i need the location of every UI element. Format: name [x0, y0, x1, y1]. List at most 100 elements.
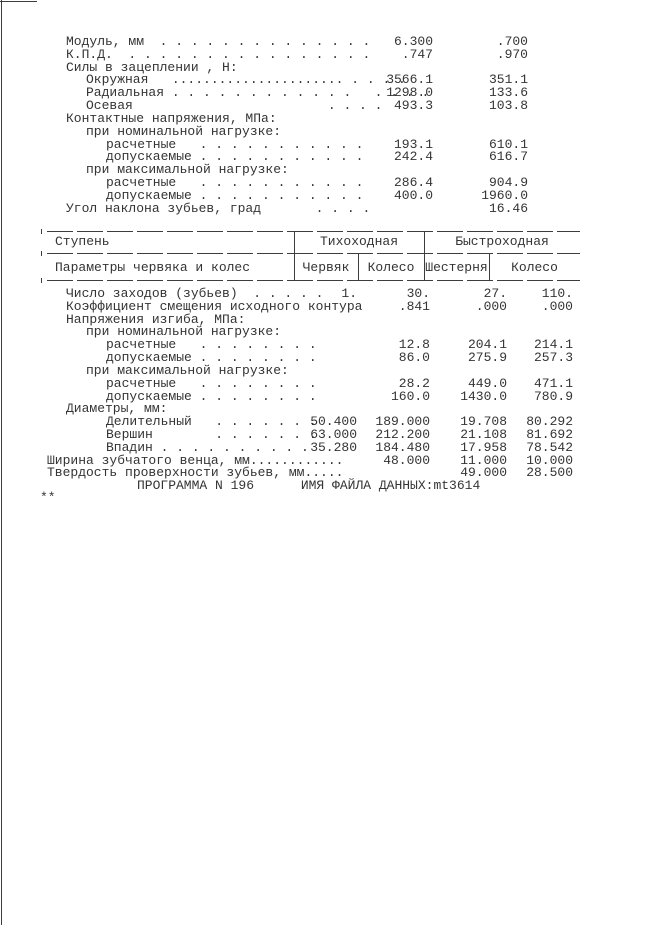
value-cell: 449.0 — [467, 375, 507, 391]
value-cell: 80.292 — [526, 414, 573, 430]
value-cell: 214.1 — [533, 337, 573, 353]
value-cell: 28.500 — [526, 465, 573, 481]
value-cell: 27. — [483, 286, 507, 301]
value-cell: 275.9 — [467, 350, 507, 366]
table-header: Ступень Тихоходная Быстроходная Параметр… — [0, 229, 654, 290]
report-line: Коэффициент смещения исходного контура .8… — [0, 298, 654, 314]
header-group-fast-speed: Быстроходная — [455, 234, 549, 249]
row-label: К.П.Д. . . . . . . . . . . . . . . . . — [66, 46, 371, 62]
value-cell: .000 — [541, 298, 573, 314]
row-label: при номинальной нагрузке: — [86, 324, 282, 340]
row-label: Угол наклона зубьев, град . . . . — [66, 200, 371, 216]
value-cell: 35.280 — [310, 439, 357, 455]
value-cell: 610.1 — [488, 136, 528, 152]
row-label: допускаемые . . . . . . . . . . . — [106, 149, 364, 165]
row-label: расчетные . . . . . . . . — [106, 375, 317, 391]
rule-left-tick — [41, 251, 42, 256]
report-line: Осевая . . . . 493.3 103.8 — [0, 98, 654, 114]
value-cell: 81.692 — [526, 426, 573, 442]
value-cell: 471.1 — [533, 375, 573, 391]
value-cell: 189.000 — [375, 414, 430, 430]
value-cell: .970 — [496, 46, 528, 62]
page-left-edge-line — [1, 0, 2, 925]
row-label: допускаемые . . . . . . . . . . . — [106, 187, 364, 203]
row-label: Ширина зубчатого венца, мм............ — [47, 452, 344, 468]
value-cell: .000 — [475, 298, 507, 314]
row-label: Модуль, мм . . . . . . . . . . . . . . — [66, 34, 371, 49]
header-group-slow-speed: Тихоходная — [319, 234, 398, 249]
report-line: Ширина зубчатого венца, мм............ 48… — [0, 452, 654, 468]
table-vertical-rule — [358, 253, 359, 280]
report-line: допускаемые . . . . . . . . 86.0 275.9 257.… — [0, 350, 654, 366]
report-line: допускаемые . . . . . . . . 160.0 1430.0 78… — [0, 388, 654, 404]
value-cell: 133.6 — [488, 85, 528, 101]
value-cell: 212.200 — [375, 426, 430, 442]
report-line: расчетные . . . . . . . . . . . 193.1 610.… — [0, 136, 654, 152]
row-label: расчетные . . . . . . . . . . . — [106, 174, 364, 190]
page-top-edge-line — [0, 1, 37, 2]
parameters-top-section: Модуль, мм . . . . . . . . . . . . . . 6.… — [0, 34, 654, 216]
row-label: Напряжения изгиба, МПа: — [66, 311, 246, 327]
value-cell: 50.400 — [310, 414, 357, 430]
rule-left-tick — [41, 229, 42, 234]
row-label: допускаемые . . . . . . . . — [106, 350, 317, 366]
value-cell: 1298.0 — [386, 85, 433, 101]
table-rule-bottom — [47, 280, 580, 281]
table-vertical-rule — [489, 253, 490, 280]
header-params: Параметры червяка и колес — [55, 260, 251, 275]
program-footer-line: ПРОГРАММА N 196 ИМЯ ФАЙЛА ДАННЫХ:mt3614 — [137, 478, 481, 493]
value-cell: 204.1 — [467, 337, 507, 353]
value-cell: 400.0 — [393, 187, 433, 203]
value-cell: 12.8 — [398, 337, 430, 353]
row-label: Коэффициент смещения исходного контура — [66, 298, 363, 314]
value-cell: 493.3 — [393, 98, 433, 114]
value-cell: 110. — [541, 286, 573, 301]
table-body-section: Число заходов (зубьев) . . . . . 1. 30. 27.… — [0, 286, 654, 481]
header-col-wheel-slow: Колесо — [367, 260, 415, 275]
value-cell: 351.1 — [488, 72, 528, 88]
row-label: Диаметры, мм: — [66, 401, 168, 417]
report-line: допускаемые . . . . . . . . . . . 400.0 19… — [0, 187, 654, 203]
rule-left-tick — [41, 278, 42, 283]
end-marks: ** — [40, 490, 56, 505]
table-vertical-rule — [424, 231, 425, 280]
value-cell: 286.4 — [393, 174, 433, 190]
value-cell: 1430.0 — [460, 388, 507, 404]
row-label: Осевая . . . . — [86, 98, 383, 114]
value-cell: 904.9 — [488, 174, 528, 190]
value-cell: 48.000 — [383, 452, 430, 468]
value-cell: 10.000 — [526, 452, 573, 468]
value-cell: 78.542 — [526, 439, 573, 455]
value-cell: 242.4 — [393, 149, 433, 165]
report-line: Радиальная . . . . . . . . . . . . . . .… — [0, 85, 654, 101]
row-label: допускаемые . . . . . . . . — [106, 388, 317, 404]
row-label: расчетные . . . . . . . . . . . — [106, 136, 364, 152]
row-label: Твердость проверхности зубьев, мм..... — [47, 465, 344, 481]
report-line: допускаемые . . . . . . . . . . . 242.4 61… — [0, 149, 654, 165]
value-cell: 6.300 — [393, 34, 433, 49]
value-cell: 63.000 — [310, 426, 357, 442]
report-line: Вершин . . . . . . . 63.000 212.200 21.108 8… — [0, 426, 654, 442]
report-line: при максимальной нагрузке: — [0, 163, 654, 177]
value-cell: 28.2 — [398, 375, 430, 391]
report-line: К.П.Д. . . . . . . . . . . . . . . . . .7… — [0, 46, 654, 62]
row-label: расчетные . . . . . . . . — [106, 337, 317, 353]
row-label: Вершин . . . . . . . — [106, 426, 317, 442]
value-cell: 16.46 — [488, 200, 528, 216]
row-label: Силы в зацеплении , Н: — [66, 59, 238, 75]
report-line: Делительный . . . . . . . 50.400 189.000 19… — [0, 414, 654, 430]
table-rule-top — [47, 231, 580, 232]
value-cell: 17.958 — [460, 439, 507, 455]
value-cell: 1960.0 — [481, 187, 528, 203]
report-line: Контактные напряжения, МПа: — [0, 112, 654, 126]
row-label: Впадин . . . . . . . . . . — [106, 439, 309, 455]
report-line: Угол наклона зубьев, град . . . . 16.46 — [0, 200, 654, 216]
report-line: при номинальной нагрузке: — [0, 123, 654, 139]
row-label: при номинальной нагрузке: — [86, 123, 282, 139]
value-cell: .700 — [496, 34, 528, 49]
value-cell: 780.9 — [533, 388, 573, 404]
report-line: Окружная ...................... . . . .3… — [0, 74, 654, 87]
value-cell: 86.0 — [398, 350, 430, 366]
value-cell: 193.1 — [393, 136, 433, 152]
